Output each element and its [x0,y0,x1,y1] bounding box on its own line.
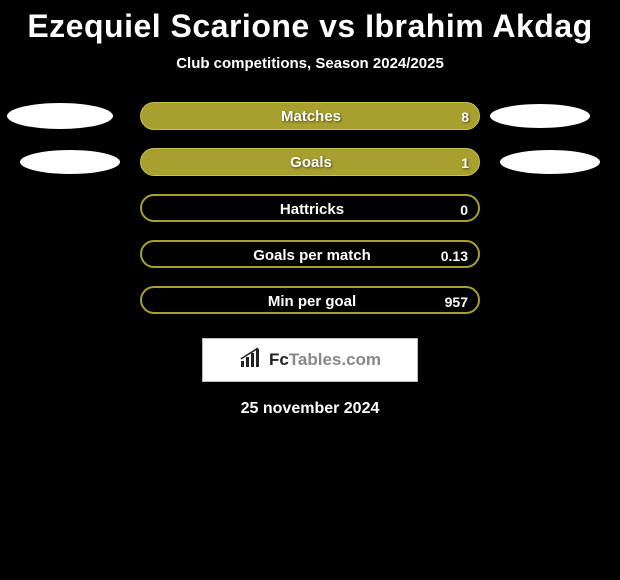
side-ellipse [7,103,113,129]
stat-value: 957 [445,288,468,316]
logo-pre: Fc [269,350,289,369]
stat-label: Hattricks [142,196,482,224]
stat-row: Min per goal957 [0,286,620,314]
stat-bar: Goals per match0.13 [140,240,480,268]
bar-chart-icon [239,347,265,374]
stat-row: Goals per match0.13 [0,240,620,268]
stat-value: 1 [461,149,469,177]
logo-post: Tables.com [289,350,381,369]
stat-label: Min per goal [142,288,482,316]
stat-rows: Matches8Goals1Hattricks0Goals per match0… [0,102,620,314]
side-ellipse [500,150,600,174]
stat-value: 8 [461,103,469,131]
stat-label: Goals [141,149,481,177]
stat-row: Hattricks0 [0,194,620,222]
stat-bar: Min per goal957 [140,286,480,314]
stat-bar: Goals1 [140,148,480,176]
stat-value: 0.13 [441,242,468,270]
date-text: 25 november 2024 [0,400,620,418]
page-title: Ezequiel Scarione vs Ibrahim Akdag [0,0,620,45]
fctables-logo: FcTables.com [202,338,418,382]
stat-label: Goals per match [142,242,482,270]
side-ellipse [20,150,120,174]
stat-bar: Matches8 [140,102,480,130]
stat-bar: Hattricks0 [140,194,480,222]
stat-value: 0 [460,196,468,224]
subtitle: Club competitions, Season 2024/2025 [0,55,620,72]
stat-label: Matches [141,103,481,131]
side-ellipse [490,104,590,128]
logo-text: FcTables.com [269,350,381,370]
